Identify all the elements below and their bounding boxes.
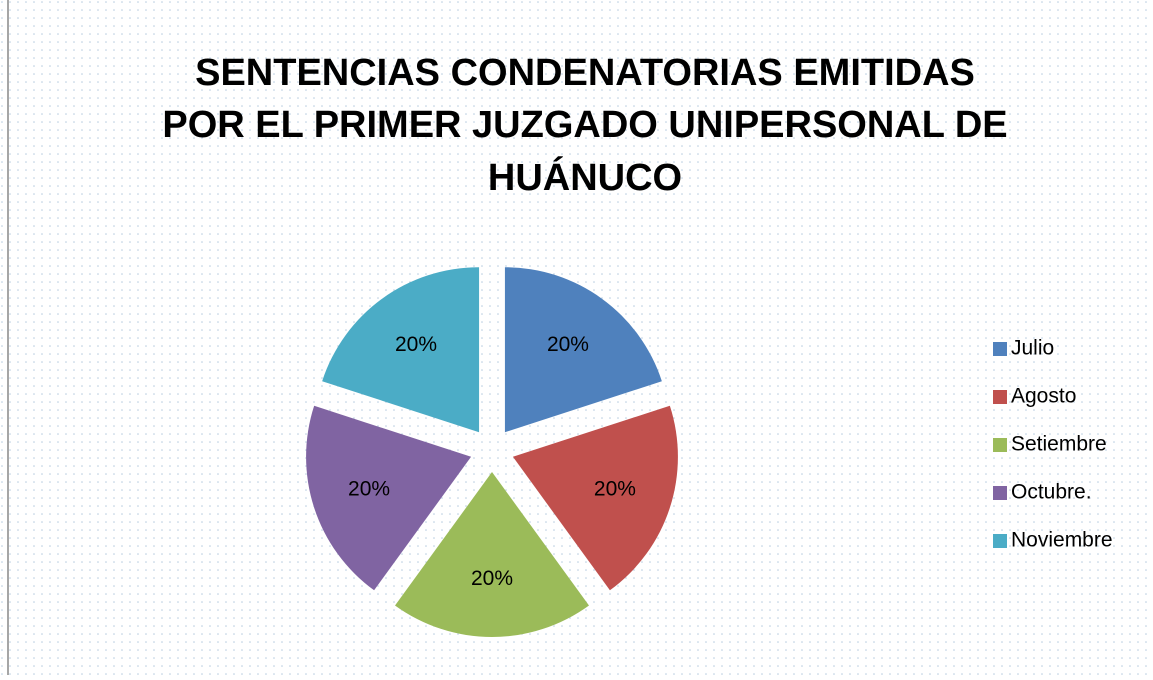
data-label: 20% [594, 477, 636, 500]
legend-label: Setiembre [1011, 433, 1107, 456]
data-label: 20% [547, 333, 589, 356]
data-label: 20% [395, 333, 437, 356]
legend-label: Octubre. [1011, 481, 1092, 504]
legend-swatch [993, 486, 1007, 500]
pie-slice [306, 405, 472, 591]
chart-title: HUÁNUCO [488, 155, 682, 199]
chart-title: SENTENCIAS CONDENATORIAS EMITIDAS [195, 52, 975, 94]
data-label: 20% [348, 477, 390, 500]
legend-label: Agosto [1011, 385, 1076, 408]
pie-slice [504, 267, 662, 433]
pie-slice [322, 267, 480, 433]
legend-swatch [993, 534, 1007, 548]
legend-label: Julio [1011, 337, 1054, 360]
legend-swatch [993, 342, 1007, 356]
chart-title: POR EL PRIMER JUZGADO UNIPERSONAL DE [162, 104, 1007, 146]
legend-swatch [993, 438, 1007, 452]
legend-label: Noviembre [1011, 529, 1113, 552]
pie-slice [512, 405, 678, 591]
data-label: 20% [471, 567, 513, 590]
pie-slice [395, 472, 589, 637]
legend-swatch [993, 390, 1007, 404]
